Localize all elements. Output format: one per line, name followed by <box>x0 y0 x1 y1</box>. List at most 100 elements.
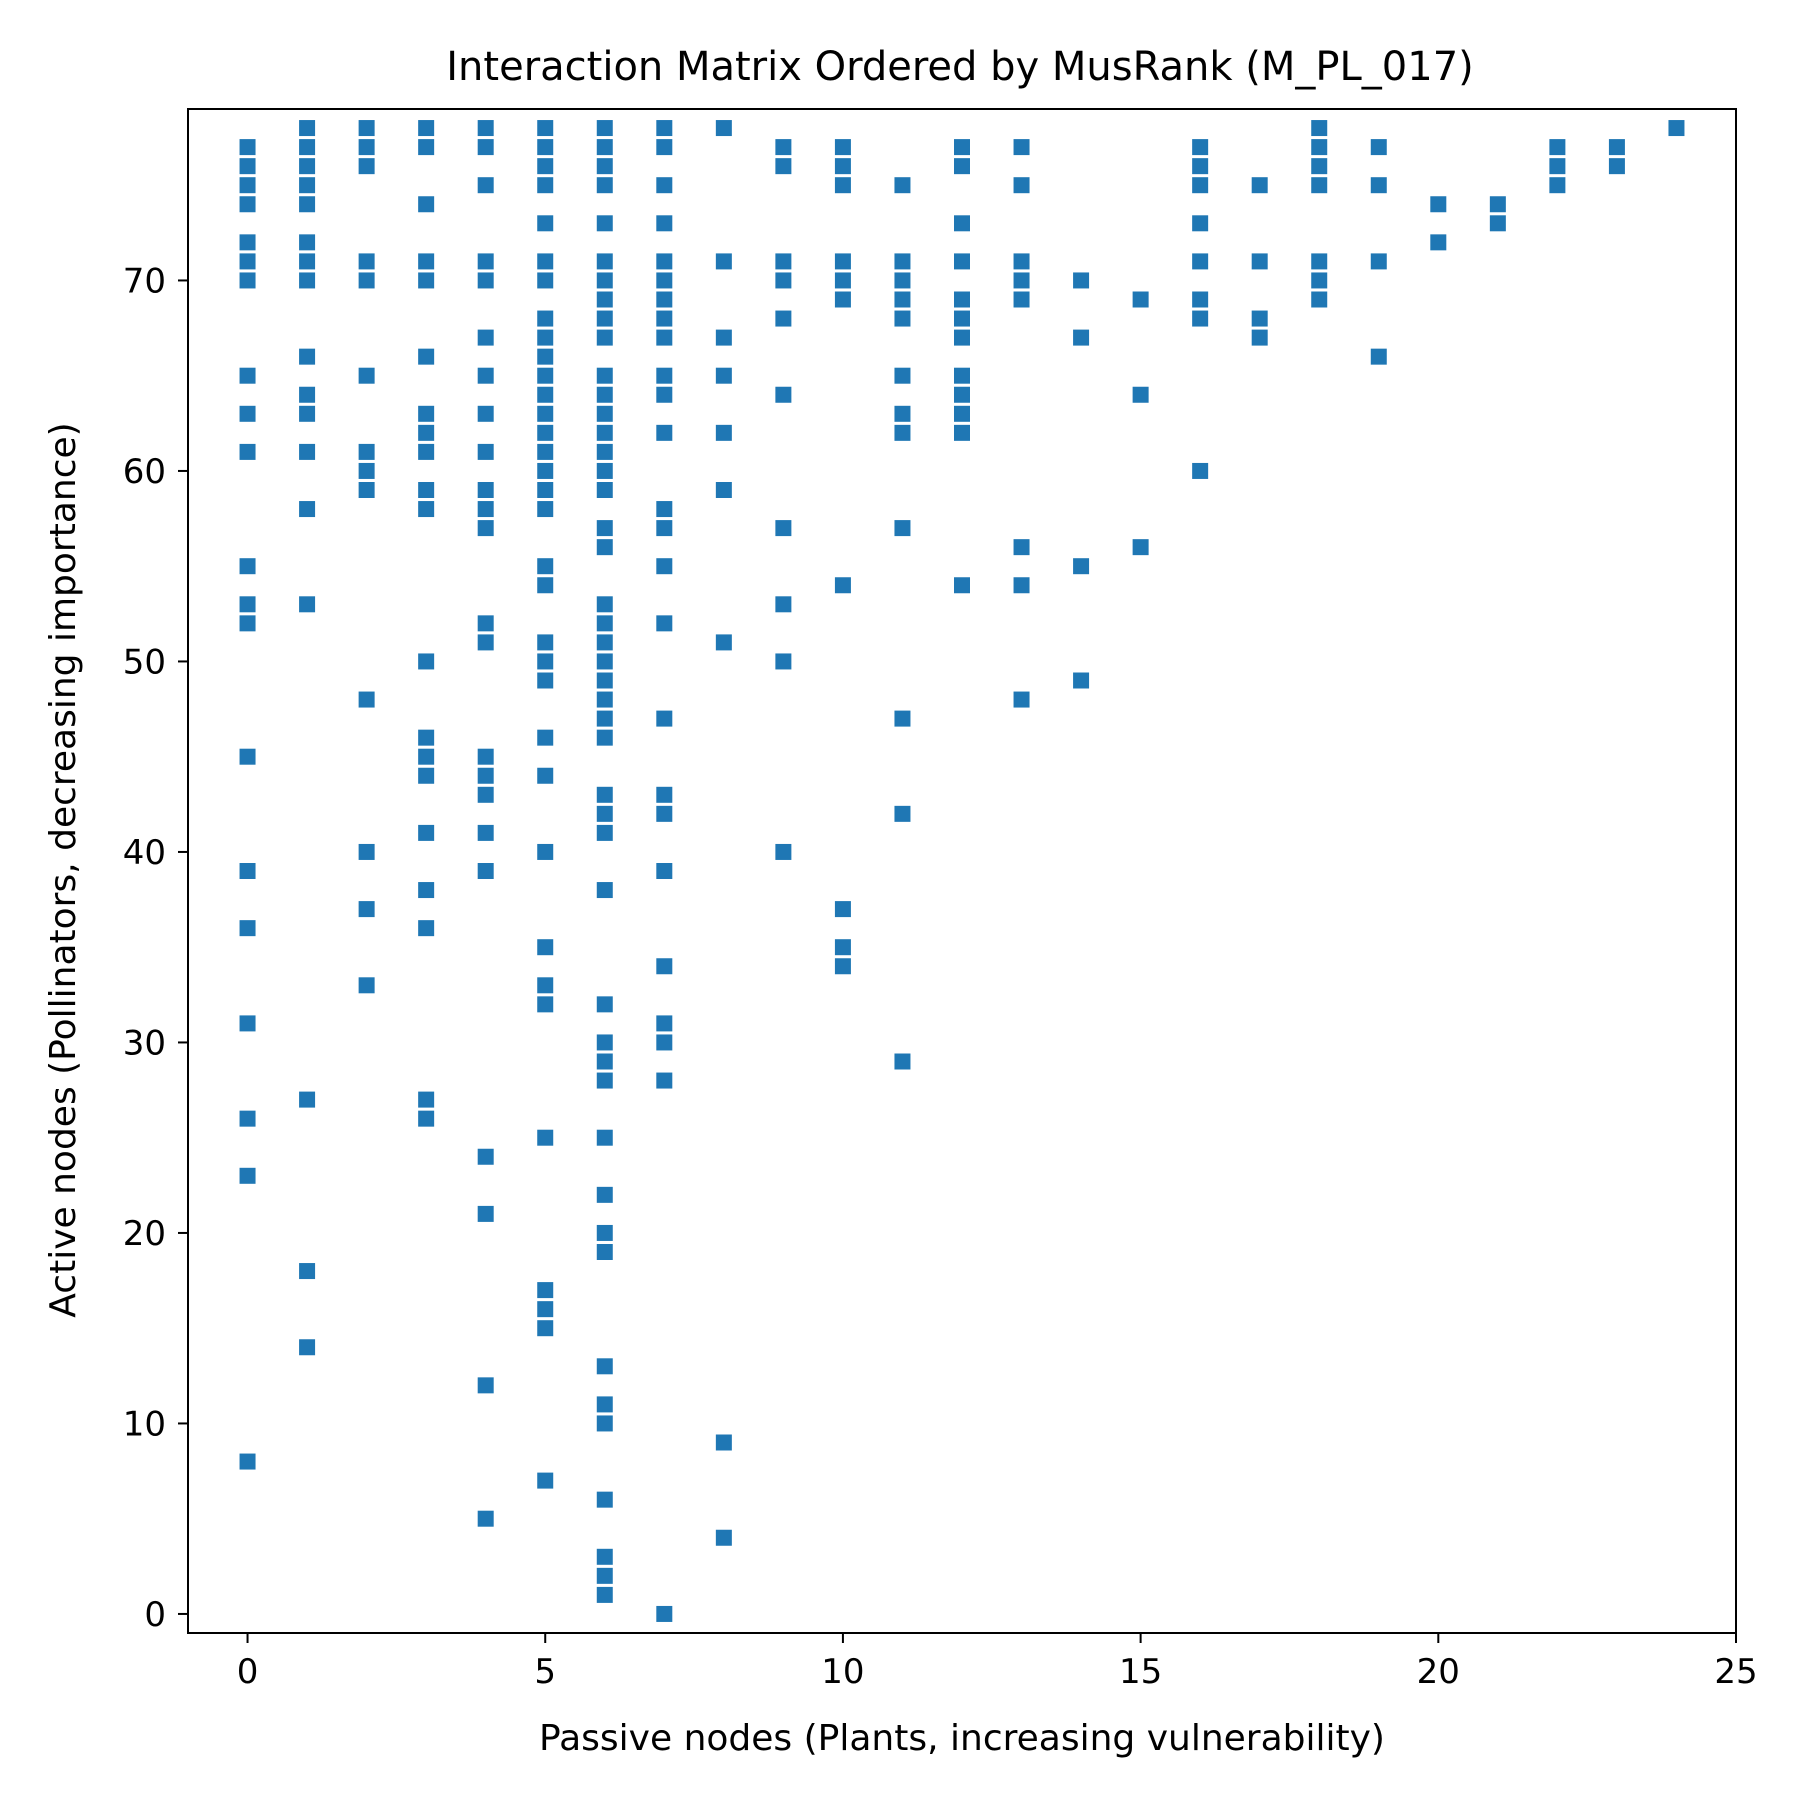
data-point <box>954 386 970 403</box>
data-point <box>656 310 673 327</box>
data-point <box>477 634 494 651</box>
data-point <box>954 215 970 232</box>
data-point <box>477 767 494 784</box>
data-point <box>1251 329 1268 346</box>
data-point <box>1013 577 1030 594</box>
data-point <box>596 691 613 708</box>
data-point <box>834 939 851 956</box>
data-point <box>1192 158 1209 175</box>
data-point <box>537 672 554 689</box>
data-point <box>894 405 911 422</box>
data-point <box>537 996 554 1013</box>
y-tick-label: 50 <box>123 642 166 682</box>
data-point <box>1073 558 1090 575</box>
data-point <box>954 367 970 384</box>
data-point <box>1549 177 1566 194</box>
data-point <box>596 996 613 1013</box>
data-point <box>537 177 554 194</box>
data-point <box>299 120 316 137</box>
data-point <box>775 139 792 156</box>
data-point <box>894 1053 911 1070</box>
data-point <box>358 367 375 384</box>
data-point <box>537 501 554 518</box>
data-point <box>299 596 316 613</box>
data-point <box>954 158 970 175</box>
data-point <box>834 958 851 975</box>
data-point <box>834 158 851 175</box>
data-point <box>1311 120 1328 137</box>
data-point <box>537 634 554 651</box>
data-point <box>596 539 613 556</box>
x-tick-label: 15 <box>1119 1652 1162 1692</box>
data-point <box>596 272 613 289</box>
data-point <box>596 1567 613 1584</box>
data-point <box>477 443 494 460</box>
data-point <box>1132 291 1149 308</box>
data-point <box>358 272 375 289</box>
data-point <box>477 329 494 346</box>
data-point <box>656 805 673 822</box>
data-point <box>239 139 256 156</box>
data-point <box>894 710 911 727</box>
data-point <box>537 139 554 156</box>
data-point <box>775 596 792 613</box>
data-point <box>1192 462 1209 479</box>
data-point <box>656 520 673 537</box>
plot-area-frame <box>187 108 1737 1634</box>
data-point <box>418 748 435 765</box>
data-point <box>1013 691 1030 708</box>
data-point <box>1370 253 1387 270</box>
data-point <box>239 405 256 422</box>
data-point <box>596 253 613 270</box>
data-point <box>715 424 732 441</box>
data-point <box>477 482 494 498</box>
data-point <box>299 1263 316 1280</box>
data-point <box>894 253 911 270</box>
data-point <box>775 310 792 327</box>
data-point <box>596 615 613 632</box>
data-point <box>596 120 613 137</box>
data-point <box>537 1320 554 1337</box>
data-point <box>537 462 554 479</box>
data-point <box>1073 329 1090 346</box>
data-point <box>656 177 673 194</box>
data-point <box>775 272 792 289</box>
data-point <box>596 1072 613 1089</box>
data-point <box>537 120 554 137</box>
data-point <box>1430 196 1447 213</box>
data-point <box>418 501 435 518</box>
data-point <box>1608 158 1625 175</box>
data-point <box>477 367 494 384</box>
x-tick-label: 10 <box>821 1652 864 1692</box>
data-point <box>418 1110 435 1127</box>
data-point <box>715 329 732 346</box>
data-point <box>299 501 316 518</box>
data-point <box>715 634 732 651</box>
data-point <box>1489 215 1506 232</box>
data-point <box>477 1148 494 1165</box>
data-point <box>1370 139 1387 156</box>
data-point <box>596 1491 613 1508</box>
data-point <box>656 139 673 156</box>
data-point <box>477 253 494 270</box>
data-point <box>596 1358 613 1375</box>
data-point <box>537 424 554 441</box>
data-point <box>477 520 494 537</box>
data-point <box>299 272 316 289</box>
data-point <box>834 577 851 594</box>
data-point <box>537 977 554 994</box>
data-point <box>596 882 613 899</box>
data-point <box>656 958 673 975</box>
data-point <box>715 482 732 498</box>
data-point <box>239 863 256 879</box>
data-point <box>477 863 494 879</box>
data-point <box>477 786 494 803</box>
data-point <box>537 386 554 403</box>
data-point <box>1132 539 1149 556</box>
data-point <box>596 367 613 384</box>
data-point <box>418 120 435 137</box>
data-point <box>656 1034 673 1051</box>
data-point <box>1192 139 1209 156</box>
data-point <box>596 1053 613 1070</box>
